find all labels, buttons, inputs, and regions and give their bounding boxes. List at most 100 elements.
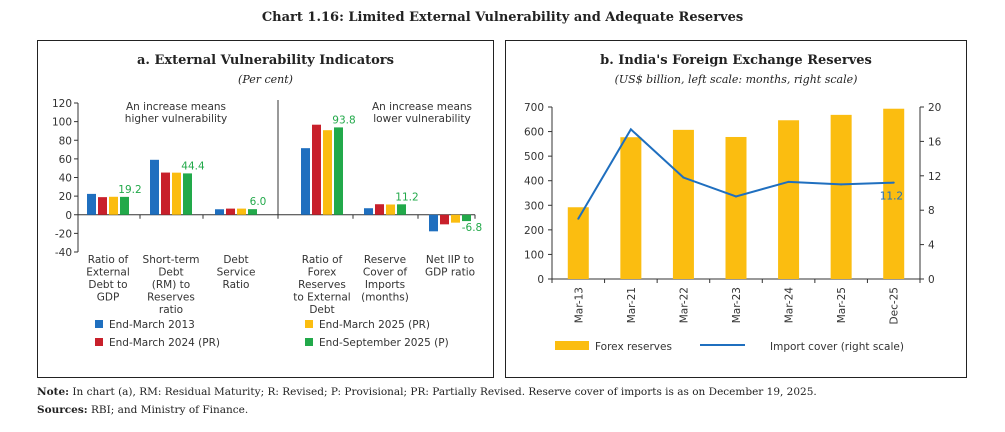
a-bar [248,209,257,215]
b-right-tick-label: 0 [928,274,935,286]
a-y-tick-label: 40 [59,173,72,185]
a-data-label: 44.4 [181,160,205,172]
a-data-label: 19.2 [118,184,141,196]
a-legend-label: End-March 2013 [109,319,195,331]
a-bar [323,130,332,215]
sources: Sources: RBI; and Ministry of Finance. [37,404,248,416]
b-right-tick-label: 12 [928,171,941,183]
a-annotation: An increase means [126,101,226,113]
b-bar [883,108,905,279]
a-legend-swatch [95,320,103,328]
panel-b: b. India's Foreign Exchange Reserves (US… [505,40,967,378]
a-annotation: higher vulnerability [125,113,227,125]
b-right-tick-label: 8 [928,205,935,217]
a-category-label: Reserve [364,254,406,266]
a-annotation: An increase means [372,101,472,113]
b-legend-label: Import cover (right scale) [770,341,904,353]
a-bar [375,204,384,215]
a-category-label: External [86,267,130,279]
a-category-label: Service [217,267,256,279]
a-data-label: 6.0 [250,196,267,208]
a-bar [451,214,460,223]
a-legend-swatch [95,338,103,346]
b-x-tick-label: Mar-21 [626,287,638,323]
a-category-label: Reserves [147,292,195,304]
a-y-tick-label: 100 [52,117,72,129]
a-bar [161,172,170,215]
a-bar [312,124,321,215]
a-y-tick-label: 80 [59,135,72,147]
b-x-tick-label: Mar-23 [731,287,743,323]
b-left-tick-label: 700 [524,102,544,114]
b-right-tick-label: 16 [928,136,942,148]
a-data-label: 11.2 [395,191,418,203]
a-category-label: Ratio of [88,254,129,266]
b-right-tick-label: 4 [928,240,935,252]
a-bar [150,159,159,215]
a-legend-label: End-September 2025 (P) [319,337,449,349]
a-category-label: Imports [365,279,405,291]
b-bar [567,207,589,279]
b-left-tick-label: 600 [524,127,544,139]
b-bar [620,137,642,279]
a-y-tick-label: -20 [55,228,72,240]
panel-a-subtitle: (Per cent) [238,73,293,86]
a-bar [109,196,118,215]
a-bar [183,173,192,215]
b-legend-swatch-bars [555,341,589,350]
a-bar [301,148,310,215]
a-y-tick-label: 0 [65,210,72,222]
a-category-label: (months) [361,292,409,304]
panel-a-title: a. External Vulnerability Indicators [137,53,394,68]
a-bar [462,214,471,222]
a-legend-swatch [305,338,313,346]
a-y-tick-label: 20 [59,191,72,203]
b-left-tick-label: 500 [524,151,544,163]
a-category-label: Reserves [298,279,346,291]
b-left-tick-label: 100 [524,249,544,261]
a-bar [226,208,235,215]
a-bar [98,197,107,215]
note-label: Note: [37,386,70,398]
sources-label: Sources: [37,404,88,416]
note-text: In chart (a), RM: Residual Maturity; R: … [69,386,817,398]
a-category-label: ratio [159,304,183,316]
a-bar [120,196,129,215]
a-category-label: Net IIP to [426,254,474,266]
a-bar [215,209,224,215]
b-left-tick-label: 400 [524,176,544,188]
a-category-label: Debt [223,254,248,266]
b-left-tick-label: 300 [524,200,544,212]
b-x-tick-label: Mar-24 [784,287,796,324]
b-x-tick-label: Dec-25 [889,287,901,324]
a-category-label: Forex [308,267,337,279]
a-category-label: Debt to [88,279,127,291]
panel-b-title: b. India's Foreign Exchange Reserves [600,53,872,68]
a-bar [334,127,343,215]
b-bar [672,129,694,279]
a-bar [237,208,246,215]
note: Note: In chart (a), RM: Residual Maturit… [37,386,817,398]
a-category-label: Short-term [143,254,200,266]
b-left-tick-label: 200 [524,225,544,237]
sources-text: RBI; and Ministry of Finance. [87,404,249,416]
a-data-label: 93.8 [332,114,355,126]
b-legend-label: Forex reserves [595,341,672,353]
a-category-label: GDP [97,292,120,304]
b-data-label: 11.2 [880,191,903,203]
b-import-cover-line [577,127,894,220]
a-bar [397,204,406,215]
a-y-tick-label: -40 [55,247,72,259]
a-category-label: Cover of [363,267,408,279]
a-bar [364,208,373,215]
a-category-label: Ratio [223,279,250,291]
b-bar [778,120,800,279]
a-legend-swatch [305,320,313,328]
a-bar [440,214,449,225]
panel-a: a. External Vulnerability Indicators (Pe… [37,40,494,378]
a-y-tick-label: 120 [52,98,72,110]
b-x-tick-label: Mar-25 [836,287,848,323]
b-x-tick-label: Mar-22 [678,287,690,323]
